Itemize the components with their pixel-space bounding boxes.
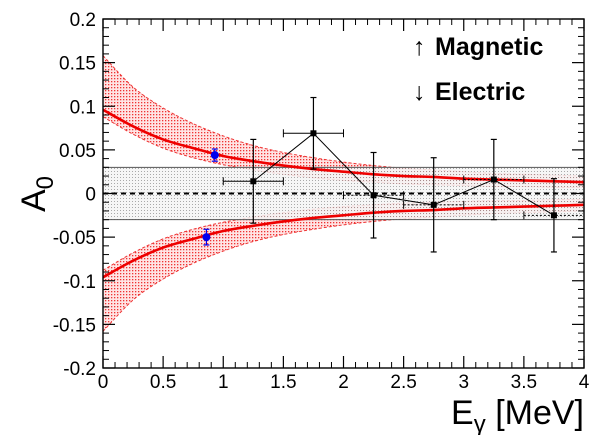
series-1-point-6 (550, 212, 557, 219)
legend-electric-label: Electric (435, 78, 525, 106)
uncertainty-band-2 (103, 199, 584, 332)
y-tick-label-6: 0.1 (70, 97, 96, 118)
y-tick-label-5: 0.05 (59, 141, 96, 162)
data-points (202, 96, 585, 253)
x-tick-label-8: 4 (579, 372, 590, 393)
y-tick-label-3: -0.05 (53, 228, 96, 249)
uncertainty-band-1 (103, 55, 584, 188)
series-1-point-3 (370, 192, 377, 199)
axis-tick-labels: 0 0.5 1 1.5 2 2.5 3 3.5 4 -0.2 -0.15 -0.1 -0.05 0 0.05… (53, 10, 590, 393)
legend-magnetic-label: Magnetic (435, 33, 543, 61)
fit-curves (103, 108, 584, 279)
x-tick-label-6: 3 (458, 372, 469, 393)
y-tick-label-7: 0.15 (59, 54, 96, 75)
legend-magnetic-arrow: ↑ (413, 33, 426, 61)
series-1-point-2 (310, 130, 317, 137)
series-1-connector (252, 132, 555, 216)
y-tick-label-4: 0 (85, 185, 96, 206)
x-tick-label-3: 1.5 (270, 372, 296, 393)
x-tick-label-5: 2.5 (390, 372, 416, 393)
series-2-point-2 (202, 233, 211, 242)
x-tick-label-0: 0 (98, 372, 109, 393)
y-tick-label-1: -0.15 (53, 315, 96, 336)
y-tick-label-8: 0.2 (70, 10, 96, 31)
legend: ↑ Magnetic ↓ Electric (413, 33, 543, 106)
y-tick-label-2: -0.1 (63, 272, 96, 293)
x-tick-label-7: 3.5 (511, 372, 537, 393)
fit-curve-2 (103, 203, 584, 279)
series-1-point-5 (490, 176, 497, 183)
x-tick-label-1: 0.5 (150, 372, 176, 393)
fit-curve-1 (103, 108, 584, 184)
axis-ticks (102, 18, 585, 369)
legend-electric-arrow: ↓ (413, 78, 426, 106)
series-1-point-4 (430, 201, 437, 208)
series-1-point-1 (250, 178, 257, 185)
x-axis-label: Eγ [MeV] (451, 394, 584, 435)
y-axis-label: A0 (15, 176, 59, 212)
y-tick-label-0: -0.2 (63, 359, 96, 380)
x-tick-label-2: 1 (218, 372, 229, 393)
series-2-point-1 (210, 151, 219, 160)
x-tick-label-4: 2 (338, 372, 349, 393)
